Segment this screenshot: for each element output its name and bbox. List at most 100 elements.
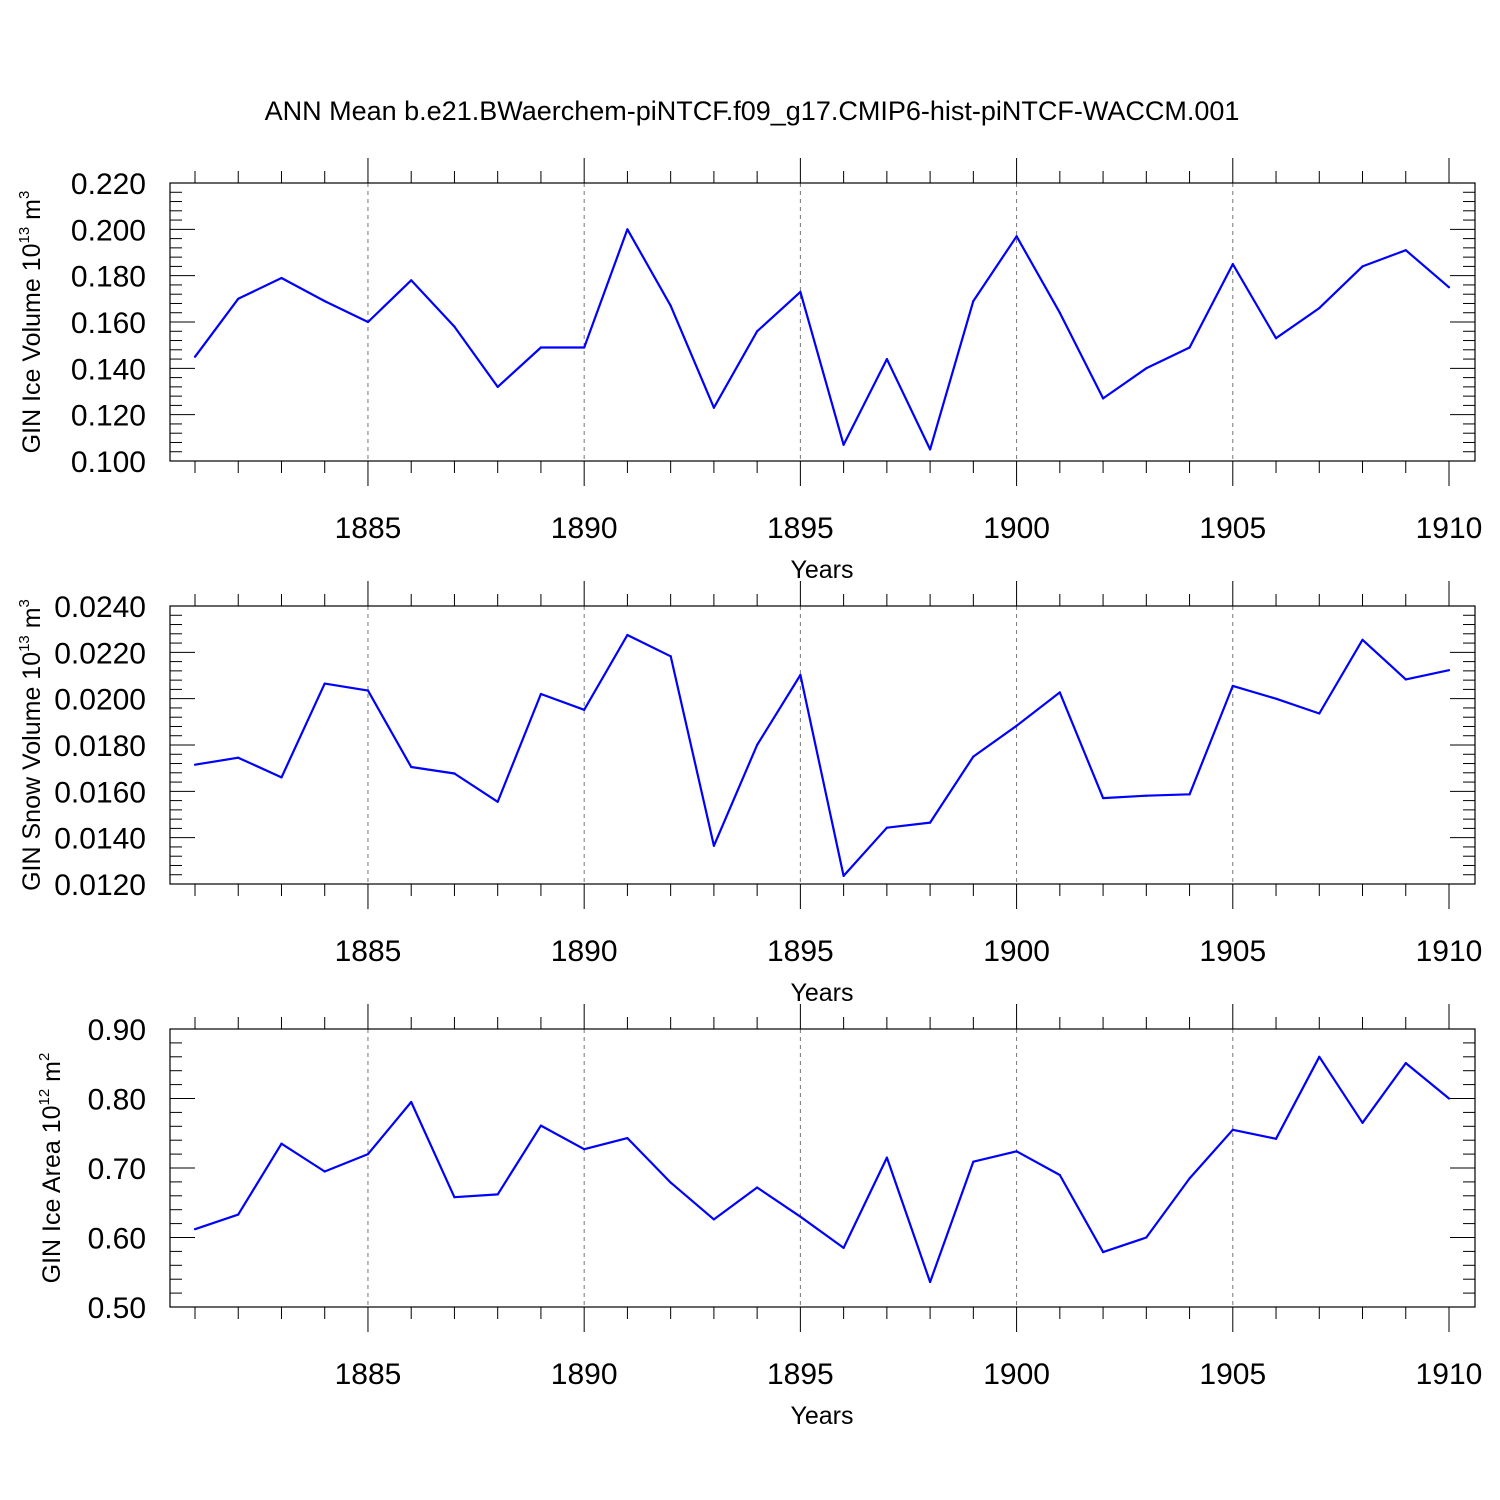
x-tick-label: 1910 xyxy=(1416,935,1483,968)
x-tick-label: 1895 xyxy=(767,935,834,968)
y-tick-label: 0.70 xyxy=(88,1153,146,1186)
data-point xyxy=(1361,1121,1364,1124)
y-tick-label: 0.0140 xyxy=(54,823,146,856)
data-point xyxy=(323,1170,326,1173)
data-point xyxy=(626,228,629,231)
data-point xyxy=(1404,678,1407,681)
panels: 0.100 0.120 0.140 0.160 0.180 0.200 0.220 1885 1… xyxy=(16,158,1482,1430)
data-point xyxy=(712,406,715,409)
chart-title: ANN Mean b.e21.BWaerchem-piNTCF.f09_g17.… xyxy=(265,96,1240,126)
data-point xyxy=(1188,346,1191,349)
data-point xyxy=(756,1186,759,1189)
data-point xyxy=(193,355,197,358)
data-point xyxy=(972,300,975,303)
data-point xyxy=(1145,1236,1148,1239)
x-tick-label: 1885 xyxy=(335,512,402,545)
data-point xyxy=(366,320,370,324)
x-tick-label: 1885 xyxy=(335,935,402,968)
data-point xyxy=(972,755,975,758)
x-tick-label: 1895 xyxy=(767,1358,834,1391)
data-point xyxy=(842,1246,845,1250)
data-point xyxy=(1101,1250,1105,1254)
data-point xyxy=(626,633,629,637)
x-tick-label: 1900 xyxy=(983,1358,1050,1391)
y-axis-label: GIN Snow Volume 1013 m3 xyxy=(16,599,46,891)
data-point xyxy=(972,1160,975,1163)
data-point xyxy=(799,290,802,293)
data-point xyxy=(1318,712,1321,715)
y-tick-label: 0.100 xyxy=(71,446,146,479)
x-tick-label: 1890 xyxy=(551,1358,618,1391)
data-point xyxy=(366,689,370,692)
data-point xyxy=(410,279,413,282)
data-point xyxy=(583,708,586,711)
y-tick-label: 0.120 xyxy=(71,400,146,433)
plot-frame xyxy=(169,605,1476,885)
data-point xyxy=(323,682,326,685)
y-tick-label: 0.200 xyxy=(71,214,146,247)
y-tick-label: 0.180 xyxy=(71,261,146,294)
data-point xyxy=(1361,265,1364,268)
series-line xyxy=(194,1055,1450,1284)
data-point xyxy=(626,1137,629,1140)
data-point xyxy=(539,692,543,696)
data-point xyxy=(1447,286,1451,289)
data-point xyxy=(929,1280,932,1284)
data-point xyxy=(669,655,672,658)
series-line xyxy=(194,633,1450,878)
data-point xyxy=(756,330,759,333)
panel-2: 0.0120 0.0140 0.0160 0.0180 0.0200 0.0220 0.02… xyxy=(16,581,1482,1007)
data-point xyxy=(885,357,888,361)
data-point xyxy=(885,1156,888,1159)
data-point xyxy=(496,800,499,803)
data-point xyxy=(539,1124,543,1127)
y-tick-label: 0.0180 xyxy=(54,730,146,763)
y-tick-label: 0.90 xyxy=(88,1014,146,1047)
series-line xyxy=(194,228,1450,451)
data-point xyxy=(453,772,456,775)
data-point xyxy=(410,765,413,769)
data-point xyxy=(496,385,499,388)
x-axis-label: Years xyxy=(790,1402,853,1430)
y-tick-label: 0.0120 xyxy=(54,869,146,902)
data-point xyxy=(1058,691,1061,694)
data-point xyxy=(1404,249,1407,252)
data-point xyxy=(1188,793,1191,796)
x-axis-label: Years xyxy=(790,979,853,1007)
plot-frame xyxy=(169,1028,1476,1308)
data-point xyxy=(323,300,326,303)
y-tick-label: 0.80 xyxy=(88,1084,146,1117)
data-point xyxy=(1058,311,1061,314)
data-point xyxy=(1361,638,1364,641)
y-tick-label: 0.0160 xyxy=(54,776,146,809)
x-tick-label: 1890 xyxy=(551,512,618,545)
data-point xyxy=(1101,397,1105,400)
data-point xyxy=(1404,1061,1407,1065)
x-tick-label: 1900 xyxy=(983,512,1050,545)
x-tick-label: 1910 xyxy=(1416,1358,1483,1391)
data-point xyxy=(193,1228,197,1231)
data-point xyxy=(1231,262,1234,266)
y-tick-label: 0.0200 xyxy=(54,684,146,717)
data-point xyxy=(366,1153,370,1156)
data-point xyxy=(1318,307,1321,310)
data-point xyxy=(1145,367,1148,370)
y-tick-label: 0.220 xyxy=(71,168,146,201)
y-tick-label: 0.50 xyxy=(88,1292,146,1325)
data-point xyxy=(756,743,759,747)
data-point xyxy=(885,826,888,829)
x-tick-label: 1905 xyxy=(1199,1358,1266,1391)
data-point xyxy=(712,844,715,847)
data-point xyxy=(1274,337,1278,340)
y-axis-label: GIN Ice Area 1012 m2 xyxy=(36,1053,66,1284)
data-point xyxy=(842,874,845,877)
y-tick-label: 0.140 xyxy=(71,353,146,386)
data-point xyxy=(669,1181,672,1184)
data-point xyxy=(712,1218,715,1221)
data-point xyxy=(1447,1097,1451,1100)
data-point xyxy=(1188,1177,1191,1180)
data-point xyxy=(1015,235,1018,238)
data-point xyxy=(496,1193,499,1196)
data-point xyxy=(1447,669,1451,672)
